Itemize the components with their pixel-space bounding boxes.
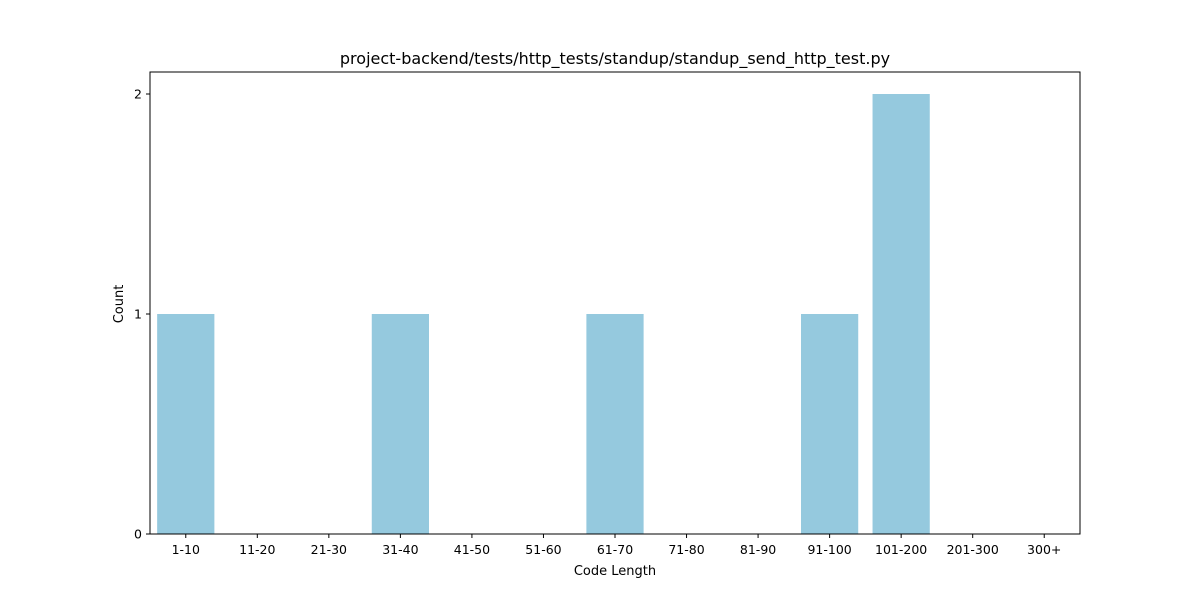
x-tick-label: 101-200 [875,542,927,557]
bar-101-200 [872,94,930,534]
bars-group [157,94,930,534]
y-axis-label: Count [112,285,127,324]
y-tick-label: 0 [134,527,142,542]
x-tick-label: 1-10 [172,542,200,557]
bar-61-70 [586,314,644,534]
x-axis-label: Code Length [574,564,656,579]
x-tick-label: 91-100 [807,542,851,557]
x-tick-label: 51-60 [525,542,561,557]
x-tick-label: 81-90 [740,542,776,557]
x-tick-label: 11-20 [239,542,275,557]
x-tick-label: 21-30 [311,542,347,557]
x-axis-ticks: 1-10 11-20 21-30 31-40 41-50 51-60 61-70 71-80 8… [172,534,1061,557]
bar-91-100 [801,314,859,534]
y-axis-ticks: 0 1 2 [134,87,150,542]
x-tick-label: 61-70 [597,542,633,557]
x-tick-label: 300+ [1027,542,1061,557]
chart-title: project-backend/tests/http_tests/standup… [340,49,890,69]
x-tick-label: 201-300 [947,542,999,557]
bar-31-40 [371,314,429,534]
y-tick-label: 2 [134,87,142,102]
x-tick-label: 41-50 [454,542,490,557]
x-tick-label: 31-40 [382,542,418,557]
x-tick-label: 71-80 [668,542,704,557]
y-tick-label: 1 [134,307,142,322]
bar-1-10 [157,314,215,534]
